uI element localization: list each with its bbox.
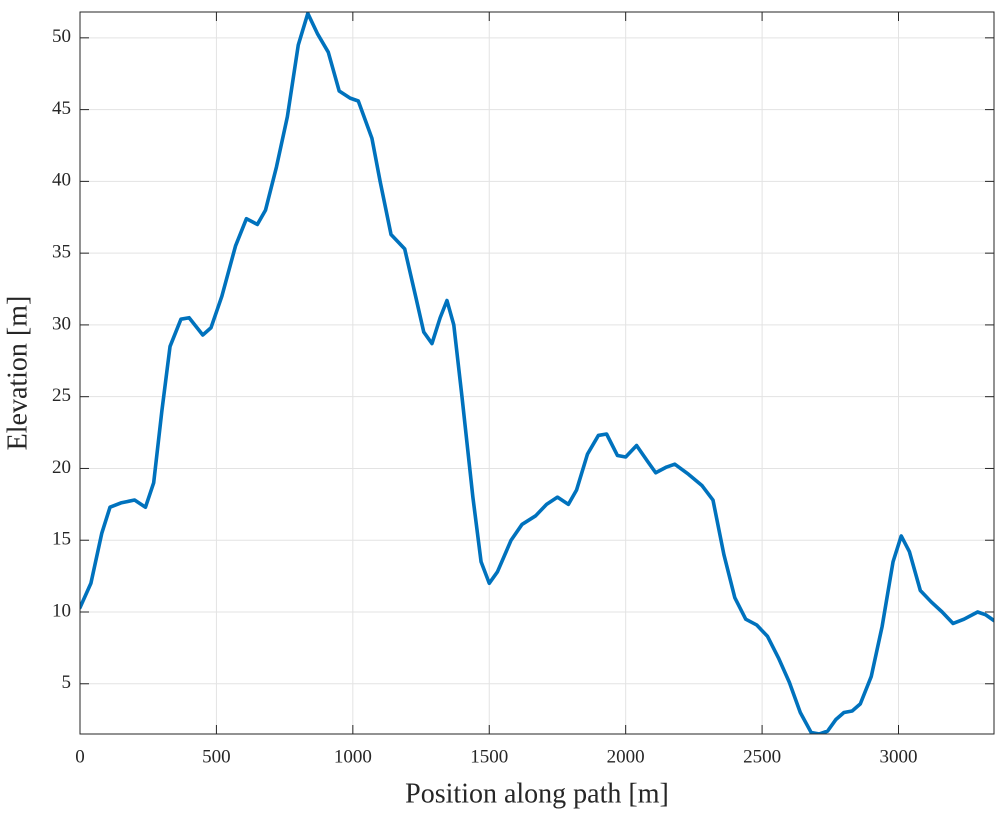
y-tick-label: 10 — [52, 600, 71, 621]
x-tick-label: 0 — [75, 746, 85, 767]
x-tick-label: 1000 — [334, 746, 372, 767]
y-tick-label: 25 — [52, 385, 71, 406]
x-axis-label: Position along path [m] — [405, 778, 669, 809]
y-tick-label: 20 — [52, 457, 71, 478]
x-tick-label: 3000 — [880, 746, 918, 767]
y-tick-label: 35 — [52, 242, 71, 263]
y-tick-label: 45 — [52, 98, 71, 119]
y-tick-label: 50 — [52, 26, 71, 47]
x-tick-label: 2000 — [607, 746, 645, 767]
y-axis-label: Elevation [m] — [2, 296, 33, 451]
x-tick-label: 500 — [202, 746, 231, 767]
y-tick-label: 5 — [62, 672, 72, 693]
x-tick-label: 2500 — [743, 746, 781, 767]
y-tick-label: 15 — [52, 529, 71, 550]
x-tick-label: 1500 — [470, 746, 508, 767]
y-tick-label: 30 — [52, 313, 71, 334]
plot-frame — [79, 11, 995, 735]
line — [80, 12, 994, 734]
y-tick-label: 40 — [52, 170, 71, 191]
